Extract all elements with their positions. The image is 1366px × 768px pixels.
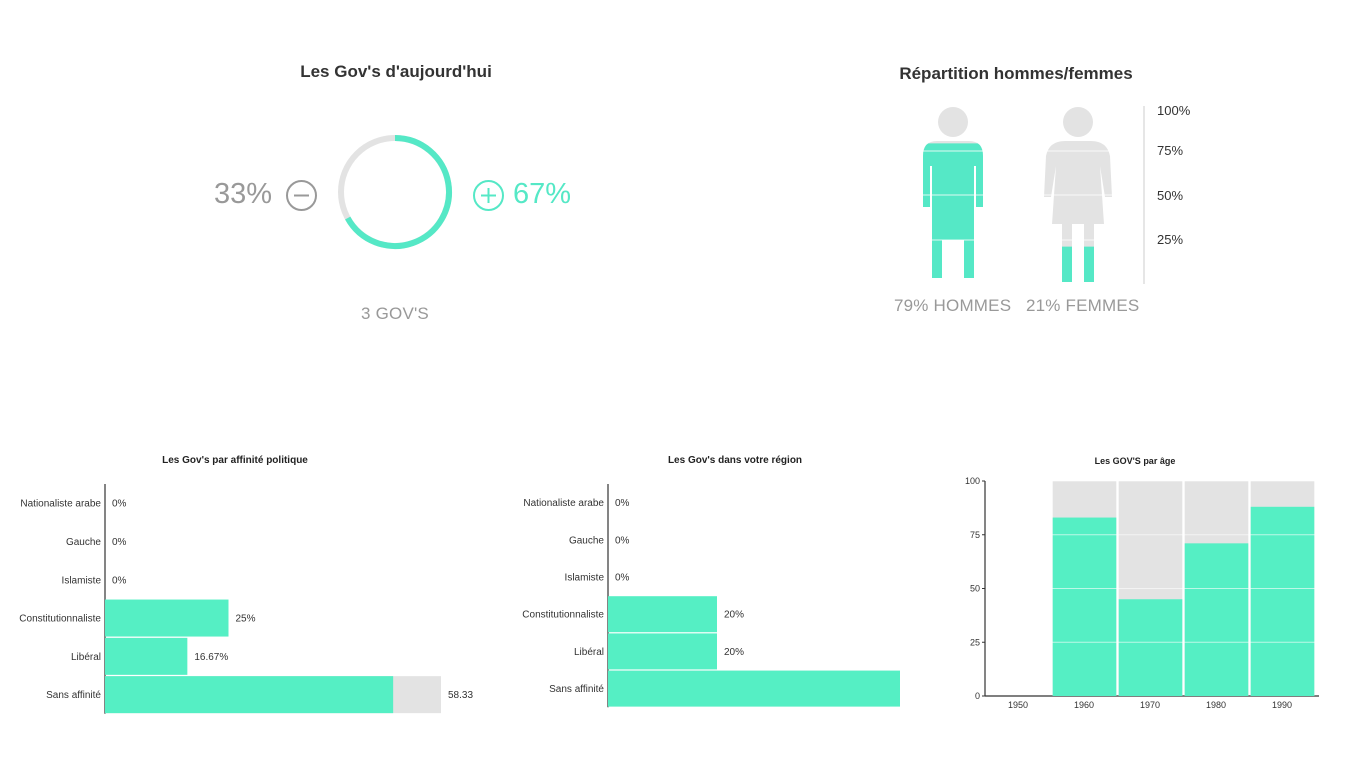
x-tick-label: 1980 — [1206, 700, 1226, 710]
category-label: Nationaliste arabe — [20, 499, 101, 510]
scale-label-75: 75% — [1157, 143, 1183, 158]
age-title: Les GOV'S par âge — [1094, 456, 1176, 466]
category-label: Constitutionnaliste — [19, 614, 101, 625]
value-label: 25% — [236, 614, 256, 625]
category-label: Libéral — [574, 647, 604, 658]
value-label: 0% — [112, 537, 127, 548]
category-label: Sans affinité — [549, 684, 604, 695]
category-label: Sans affinité — [46, 690, 101, 701]
age-chart: 100 75 50 25 0 1950 1960 1970 1980 1990 — [965, 476, 1319, 710]
category-label: Libéral — [71, 652, 101, 663]
column — [1250, 506, 1315, 696]
region-chart: Nationaliste arabe 0% Gauche 0% Islamiste 0% C… — [522, 484, 900, 708]
gender-title: Répartition hommes/femmes — [899, 64, 1133, 83]
scale-label-25: 25% — [1157, 232, 1183, 247]
value-label: 0% — [112, 575, 127, 586]
affinity-chart: Nationaliste arabe 0% Gauche 0% Islamiste 0% C… — [19, 484, 473, 714]
minus-circle-icon — [286, 180, 317, 211]
column — [1052, 517, 1117, 696]
bar — [608, 633, 717, 670]
donut-arc-plus — [345, 135, 452, 249]
value-label: 16.67% — [194, 652, 228, 663]
bar — [608, 596, 717, 633]
y-tick-label: 100 — [965, 476, 980, 486]
bar — [105, 637, 188, 675]
men-label: 79% HOMMES — [894, 296, 1012, 315]
y-tick-label: 50 — [970, 584, 980, 594]
affinity-title: Les Gov's par affinité politique — [162, 455, 308, 466]
value-label: 0% — [615, 498, 630, 509]
value-label: 20% — [724, 647, 744, 658]
category-label: Gauche — [569, 535, 604, 546]
category-label: Gauche — [66, 537, 101, 548]
y-tick-label: 75 — [970, 530, 980, 540]
column — [1184, 543, 1249, 696]
region-title: Les Gov's dans votre région — [667, 455, 803, 466]
x-tick-label: 1960 — [1074, 700, 1094, 710]
woman-silhouette-icon — [1044, 107, 1112, 282]
bar — [105, 599, 229, 637]
plus-value: 67% — [513, 178, 572, 210]
x-tick-label: 1950 — [1008, 700, 1028, 710]
scale-label-50: 50% — [1157, 188, 1183, 203]
bar — [105, 676, 394, 714]
minus-value: 33% — [214, 178, 273, 210]
column — [1118, 599, 1183, 696]
scale-label-100: 100% — [1157, 103, 1191, 118]
category-label: Islamiste — [565, 573, 605, 584]
today-donut — [338, 135, 452, 249]
plus-circle-icon — [473, 180, 504, 211]
y-tick-label: 25 — [970, 637, 980, 647]
y-tick-label: 0 — [975, 691, 980, 701]
x-tick-label: 1990 — [1272, 700, 1292, 710]
gender-pictogram: 100% 75% 50% 25% — [910, 103, 1191, 284]
category-label: Constitutionnaliste — [522, 610, 604, 621]
category-label: Islamiste — [62, 575, 102, 586]
x-tick-label: 1970 — [1140, 700, 1160, 710]
value-label: 0% — [615, 535, 630, 546]
value-label: 58.33 — [448, 690, 473, 701]
man-silhouette-icon — [923, 107, 983, 278]
category-label: Nationaliste arabe — [523, 498, 604, 509]
today-title: Les Gov's d'aujourd'hui — [300, 62, 492, 81]
value-label: 20% — [724, 610, 744, 621]
value-label: 0% — [615, 573, 630, 584]
value-label: 0% — [112, 499, 127, 510]
bar — [608, 670, 900, 707]
women-label: 21% FEMMES — [1026, 296, 1140, 315]
gov-count: 3 GOV'S — [361, 304, 429, 323]
